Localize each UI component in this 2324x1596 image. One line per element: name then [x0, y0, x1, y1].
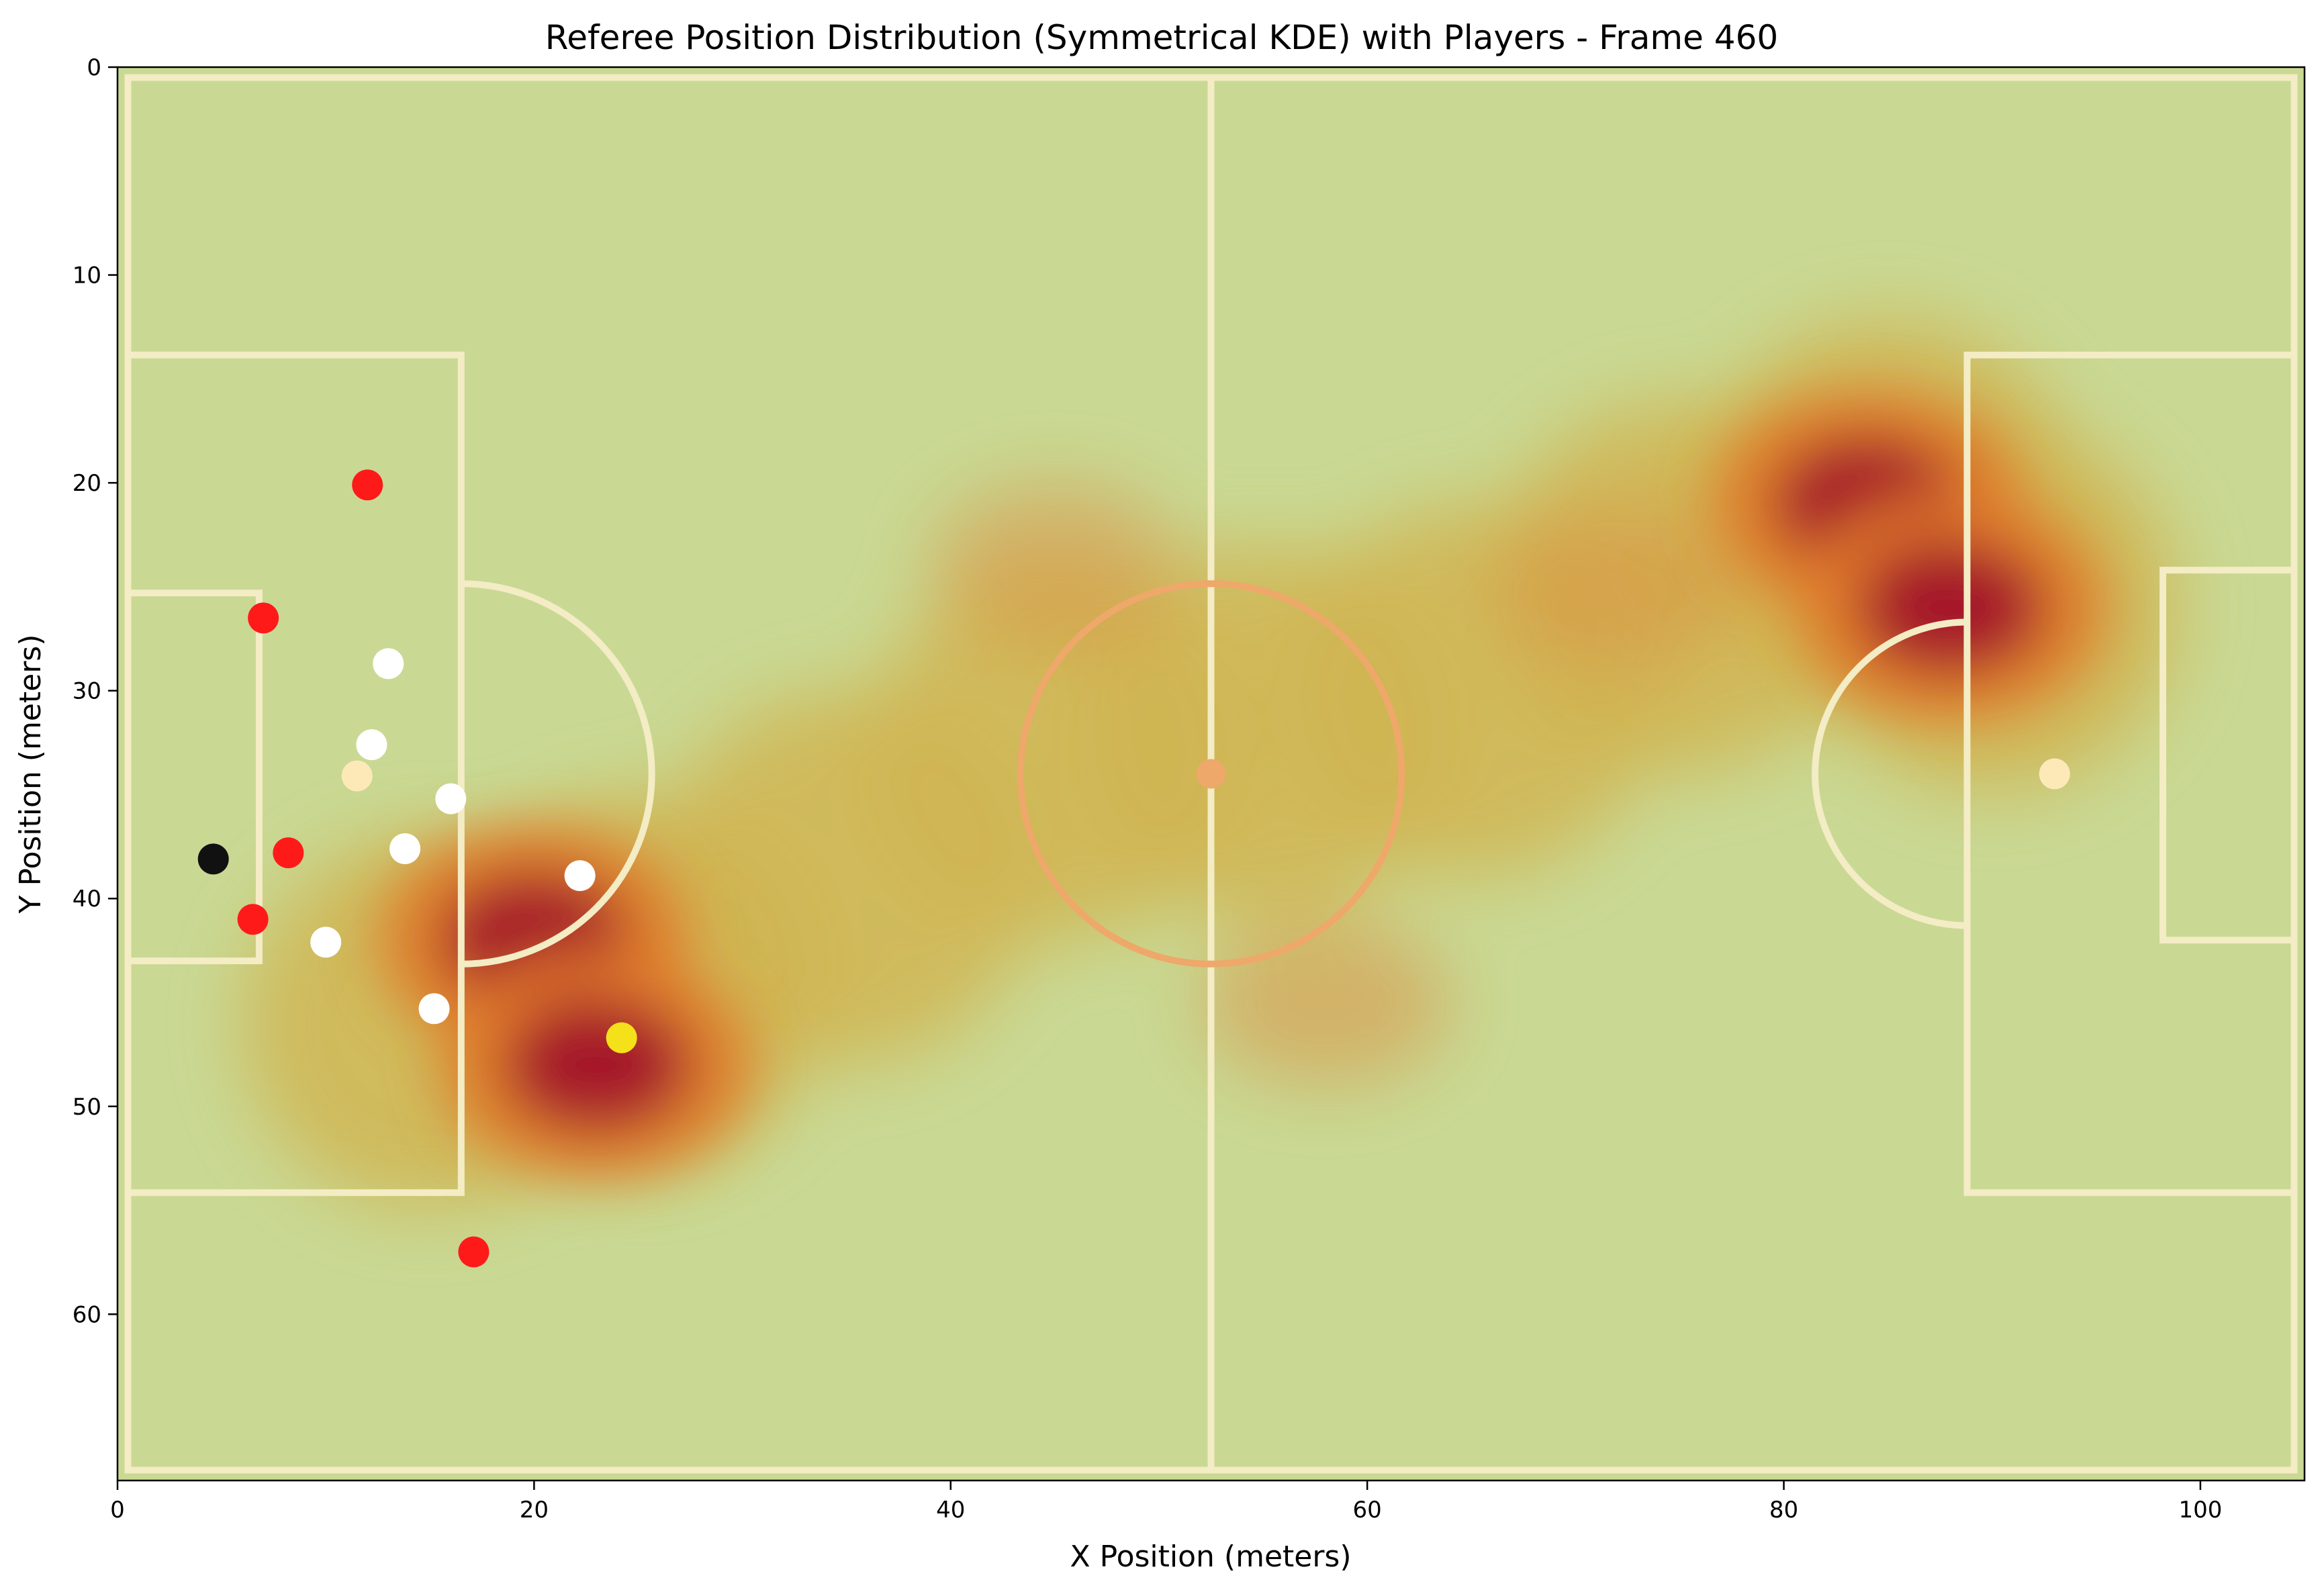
x-axis-ticks: 0 20 40 60 80 100: [110, 1481, 2222, 1523]
player-marker: [418, 993, 450, 1025]
player-marker: [341, 760, 373, 792]
kde-hotspot-medium: [1492, 504, 1742, 670]
player-marker: [458, 1236, 490, 1268]
y-axis-ticks: 0 10 20 30 40 50 60: [73, 54, 118, 1328]
player-marker: [237, 904, 269, 935]
right-penalty-arc: [1812, 618, 1967, 929]
player-marker: [373, 648, 404, 679]
kde-hotspot-medium: [929, 483, 1180, 649]
y-axis-title: Y Position (meters): [13, 635, 48, 914]
pitch-markings: [124, 74, 2298, 1474]
left-goal-area: [124, 590, 263, 965]
y-tick-label: 10: [73, 263, 101, 289]
x-tick-label: 20: [520, 1497, 549, 1523]
y-tick-label: 20: [73, 470, 101, 497]
left-penalty-arc: [461, 580, 655, 968]
player-marker: [310, 927, 342, 958]
y-tick-label: 60: [73, 1301, 101, 1328]
player-marker: [356, 729, 387, 761]
x-tick-label: 0: [110, 1497, 125, 1523]
right-goal-area: [2159, 567, 2298, 944]
plot-area: [118, 67, 2305, 1481]
y-tick-label: 0: [87, 54, 101, 81]
player-marker: [352, 469, 383, 501]
y-tick-label: 40: [73, 886, 101, 912]
player-marker: [2039, 758, 2070, 790]
plot-frame: [116, 66, 2306, 1482]
player-marker: [389, 833, 421, 864]
x-tick-label: 80: [1769, 1497, 1798, 1523]
player-marker: [273, 837, 304, 869]
x-tick-label: 100: [2178, 1497, 2222, 1523]
kde-hotspot-medium: [1200, 919, 1451, 1086]
player-markers: [197, 469, 2070, 1268]
player-marker: [248, 602, 279, 634]
chart-title: Referee Position Distribution (Symmetric…: [545, 18, 1778, 57]
player-marker: [606, 1022, 637, 1053]
center-circle: [1017, 580, 1405, 968]
y-tick-label: 50: [73, 1094, 101, 1121]
player-marker: [564, 860, 596, 892]
player-marker: [197, 843, 229, 875]
kde-hotspot-core: [502, 998, 691, 1131]
referee-kde-heatmap: [242, 316, 2180, 1211]
x-tick-label: 60: [1353, 1497, 1382, 1523]
kde-hotspot-core: [1857, 541, 2045, 674]
kde-high-band: [377, 389, 2107, 1180]
center-spot: [1196, 759, 1226, 789]
x-tick-label: 40: [936, 1497, 965, 1523]
player-marker: [435, 783, 467, 814]
y-tick-label: 30: [73, 678, 101, 705]
x-axis-title: X Position (meters): [1070, 1540, 1351, 1574]
